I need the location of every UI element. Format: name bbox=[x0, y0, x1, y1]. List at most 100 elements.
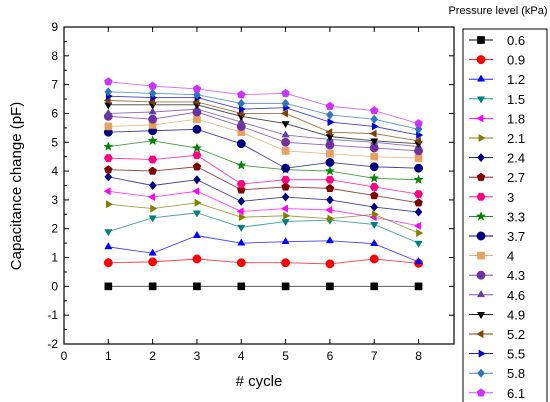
series-3.3 bbox=[103, 135, 424, 185]
series-line bbox=[108, 111, 419, 152]
data-point bbox=[327, 214, 335, 223]
data-point bbox=[280, 204, 288, 213]
data-point bbox=[148, 166, 157, 175]
data-point bbox=[416, 228, 424, 238]
y-tick-label: 5 bbox=[51, 135, 58, 149]
data-point bbox=[369, 143, 379, 153]
data-point bbox=[103, 187, 111, 196]
legend-item-2.1: 2.1 bbox=[469, 131, 525, 146]
legend-item-5.8: 5.8 bbox=[469, 366, 525, 381]
legend-item-4.3: 4.3 bbox=[469, 268, 525, 283]
legend-marker bbox=[476, 388, 486, 397]
data-point bbox=[414, 207, 423, 217]
legend-item-5.5: 5.5 bbox=[469, 347, 525, 362]
data-point bbox=[281, 121, 290, 129]
data-point bbox=[281, 258, 291, 268]
data-point bbox=[236, 90, 246, 99]
legend-label: 5.5 bbox=[507, 347, 525, 362]
data-point bbox=[194, 198, 202, 207]
legend-marker bbox=[476, 74, 486, 82]
data-point bbox=[192, 210, 202, 218]
series-line bbox=[108, 108, 419, 148]
data-point bbox=[281, 219, 290, 227]
y-tick-label: 6 bbox=[51, 106, 58, 120]
series-0.9 bbox=[103, 254, 423, 269]
legend-item-0.6: 0.6 bbox=[469, 33, 525, 48]
data-point bbox=[147, 135, 158, 146]
series-line bbox=[108, 166, 419, 204]
series-line bbox=[108, 100, 419, 142]
legend-marker bbox=[476, 192, 486, 201]
data-point bbox=[414, 124, 423, 134]
legend-marker bbox=[476, 172, 486, 181]
series-line bbox=[108, 95, 419, 136]
data-point bbox=[237, 224, 246, 232]
series-1.5 bbox=[104, 210, 423, 248]
legend-label: 1.2 bbox=[507, 72, 525, 87]
legend-label: 4.9 bbox=[507, 307, 525, 322]
data-point bbox=[414, 257, 423, 265]
data-point bbox=[413, 221, 421, 230]
data-point bbox=[370, 282, 379, 291]
data-point bbox=[148, 215, 157, 223]
legend-item-3: 3 bbox=[469, 190, 514, 205]
data-point bbox=[103, 154, 113, 163]
data-point bbox=[370, 138, 379, 146]
data-point bbox=[191, 142, 203, 153]
data-point bbox=[414, 190, 424, 199]
data-point bbox=[370, 239, 379, 247]
legend-item-3.3: 3.3 bbox=[469, 209, 525, 224]
series-2.1 bbox=[105, 198, 424, 238]
data-point bbox=[104, 242, 113, 250]
data-point bbox=[148, 282, 157, 291]
series-line bbox=[108, 202, 419, 234]
legend-marker bbox=[475, 211, 487, 221]
legend-marker bbox=[477, 36, 485, 44]
data-point bbox=[104, 122, 113, 131]
legend-item-2.7: 2.7 bbox=[469, 170, 525, 185]
data-point bbox=[414, 282, 423, 291]
data-point bbox=[148, 107, 157, 115]
series-line bbox=[108, 235, 419, 263]
data-point bbox=[192, 162, 202, 171]
legend-marker bbox=[476, 270, 486, 280]
data-point bbox=[237, 98, 246, 108]
data-point bbox=[414, 154, 423, 162]
x-tick-label: 2 bbox=[149, 349, 156, 363]
data-point bbox=[369, 129, 377, 138]
legend-item-2.4: 2.4 bbox=[469, 151, 525, 166]
data-point bbox=[369, 106, 379, 115]
legend-item-1.8: 1.8 bbox=[469, 111, 525, 126]
data-point bbox=[148, 180, 157, 191]
legend-label: 3.7 bbox=[507, 229, 525, 244]
legend-label: 1.5 bbox=[507, 92, 525, 107]
legend-label: 0.9 bbox=[507, 53, 525, 68]
legend-label: 1.8 bbox=[507, 111, 525, 126]
data-point bbox=[371, 210, 379, 219]
series-1.2 bbox=[104, 230, 423, 265]
data-point bbox=[413, 136, 421, 145]
legend-box bbox=[462, 28, 548, 402]
y-tick-label: 0 bbox=[51, 279, 58, 293]
legend-marker bbox=[476, 290, 486, 298]
series-2.7 bbox=[104, 162, 423, 207]
legend-title: Pressure level (kPa) bbox=[448, 5, 547, 17]
data-point bbox=[281, 130, 290, 138]
data-point bbox=[281, 282, 290, 291]
data-point bbox=[281, 237, 290, 245]
data-point bbox=[325, 175, 335, 184]
legend-item-1.2: 1.2 bbox=[469, 72, 525, 87]
y-tick-label: 4 bbox=[51, 164, 58, 178]
data-point bbox=[326, 149, 334, 158]
y-tick-label: -2 bbox=[47, 337, 58, 351]
data-point bbox=[193, 90, 201, 100]
data-point bbox=[325, 140, 335, 150]
legend-label: 2.7 bbox=[507, 170, 525, 185]
data-point bbox=[148, 114, 158, 124]
data-point bbox=[325, 259, 335, 269]
data-point bbox=[237, 238, 246, 246]
x-tick-label: 1 bbox=[105, 349, 112, 363]
legend: 0.6 0.9 1.2 1.5 1.8 2.1 2.4 2.7 3 3.3 3.7 4 4.3 4.6 4.… bbox=[462, 28, 548, 402]
data-point bbox=[325, 128, 333, 137]
data-point bbox=[326, 110, 334, 120]
